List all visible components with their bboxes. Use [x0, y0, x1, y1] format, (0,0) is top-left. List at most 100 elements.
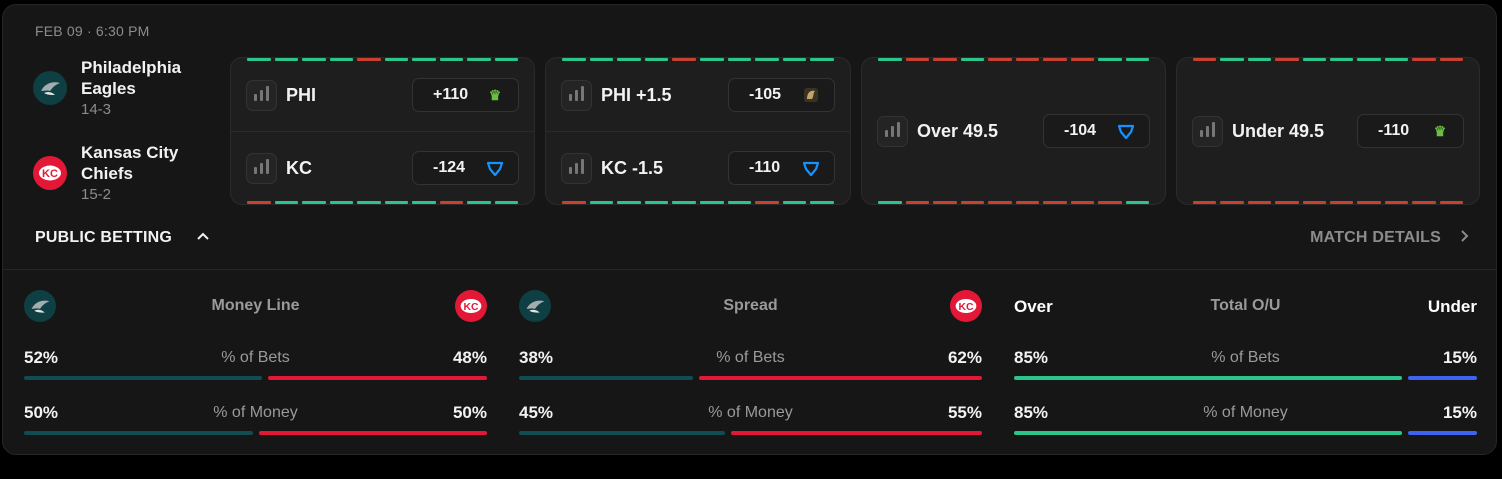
- odds-label: PHI +1.5: [601, 84, 672, 105]
- odds-price-button[interactable]: -124: [412, 151, 519, 185]
- right-percent: 50%: [452, 403, 487, 422]
- trend-bar: [1193, 58, 1464, 61]
- split-bar: [24, 431, 487, 435]
- chiefs-logo: KC: [455, 290, 487, 322]
- odds-price-button[interactable]: -110 ♛: [1357, 114, 1464, 148]
- trend-bar: [247, 58, 518, 61]
- left-percent: 52%: [24, 348, 59, 367]
- odds-price: -110: [749, 159, 781, 176]
- bar-chart-icon[interactable]: [1192, 115, 1223, 147]
- trend-bar: [1193, 201, 1464, 204]
- block-title: Money Line: [211, 297, 300, 314]
- team-name: Kansas City Chiefs: [81, 143, 179, 183]
- fanduel-icon: [802, 159, 820, 177]
- chiefs-logo: KC: [33, 156, 67, 190]
- left-percent: 85%: [1014, 348, 1049, 367]
- svg-text:KC: KC: [464, 302, 479, 313]
- odds-row[interactable]: Over 49.5 -104: [877, 114, 1150, 148]
- split-bar: [519, 376, 982, 380]
- match-details-label: MATCH DETAILS: [1310, 229, 1441, 246]
- odds-row[interactable]: Under 49.5 -110 ♛: [1192, 114, 1464, 148]
- right-percent: 15%: [1442, 348, 1477, 367]
- bar-chart-icon[interactable]: [561, 79, 592, 111]
- bar-chart-icon[interactable]: [246, 152, 277, 184]
- bar-chart-icon[interactable]: [877, 115, 908, 147]
- bets-stat: 52% % of Bets 48%: [24, 348, 487, 388]
- stat-label: % of Bets: [716, 349, 785, 366]
- trend-bar: [878, 58, 1149, 61]
- public-betting-toggle[interactable]: PUBLIC BETTING: [35, 229, 172, 247]
- fanduel-icon: [1117, 122, 1135, 140]
- fanduel-icon: [486, 159, 504, 177]
- money-stat: 85% % of Money 15%: [1014, 403, 1477, 443]
- odds-price-button[interactable]: +110 ♛: [412, 78, 519, 112]
- svg-text:KC: KC: [959, 302, 974, 313]
- chevron-right-icon[interactable]: [1458, 227, 1472, 248]
- eagles-logo: [33, 71, 67, 105]
- chiefs-logo: KC: [950, 290, 982, 322]
- odds-row[interactable]: PHI +1.5 -105: [561, 78, 835, 112]
- total-public-block: Over Total O/U Under 85% % of Bets 15% 8…: [1014, 289, 1477, 439]
- stat-label: % of Bets: [1211, 349, 1280, 366]
- trend-bar: [878, 201, 1149, 204]
- divider: [3, 269, 1496, 270]
- right-percent: 15%: [1442, 403, 1477, 422]
- odds-row[interactable]: KC -124: [246, 151, 519, 185]
- svg-text:KC: KC: [42, 168, 58, 180]
- block-title: Total O/U: [1210, 297, 1281, 314]
- team-name: Philadelphia Eagles: [81, 58, 182, 98]
- draftkings-icon: ♛: [1433, 122, 1447, 139]
- odds-label: PHI: [286, 84, 317, 105]
- odds-price: -110: [1378, 122, 1410, 139]
- moneyline-public-block: Money Line KC 52% % of Bets 48% 50% % of…: [24, 289, 487, 439]
- odds-row[interactable]: PHI +110 ♛: [246, 78, 519, 112]
- split-bar: [519, 431, 982, 435]
- split-bar: [1014, 376, 1477, 380]
- match-details-link[interactable]: MATCH DETAILS: [1310, 229, 1441, 247]
- odds-price-button[interactable]: -104: [1043, 114, 1150, 148]
- team-record: 15-2: [81, 186, 112, 203]
- betmgm-icon: [802, 86, 820, 104]
- money-stat: 50% % of Money 50%: [24, 403, 487, 443]
- bar-chart-icon[interactable]: [246, 79, 277, 111]
- eagles-logo: [519, 290, 551, 322]
- split-bar: [24, 376, 487, 380]
- stat-label: % of Money: [708, 404, 793, 421]
- over-label: Over: [1014, 297, 1053, 316]
- odds-label: Under 49.5: [1232, 120, 1325, 141]
- game-card: FEB 09 · 6:30 PM Philadelphia Eagles 14-…: [2, 4, 1497, 455]
- under-card: Under 49.5 -110 ♛: [1176, 57, 1480, 205]
- stat-label: % of Money: [213, 404, 298, 421]
- public-betting-label: PUBLIC BETTING: [35, 229, 173, 246]
- odds-price-button[interactable]: -110: [728, 151, 835, 185]
- split-bar: [1014, 431, 1477, 435]
- right-percent: 62%: [947, 348, 982, 367]
- odds-label: Over 49.5: [917, 120, 999, 141]
- divider: [546, 131, 850, 132]
- team-row-away[interactable]: KC Kansas City Chiefs 15-2: [33, 142, 201, 203]
- money-stat: 45% % of Money 55%: [519, 403, 982, 443]
- team-row-home[interactable]: Philadelphia Eagles 14-3: [33, 57, 201, 118]
- block-title: Spread: [723, 297, 778, 314]
- spread-card: PHI +1.5 -105 KC -1.5 -110: [545, 57, 851, 205]
- bar-chart-icon[interactable]: [561, 152, 592, 184]
- spread-public-block: Spread KC 38% % of Bets 62% 45% % of Mon…: [519, 289, 982, 439]
- left-percent: 50%: [24, 403, 59, 422]
- bets-stat: 85% % of Bets 15%: [1014, 348, 1477, 388]
- right-percent: 55%: [947, 403, 982, 422]
- trend-bar: [562, 201, 834, 204]
- eagles-logo: [24, 290, 56, 322]
- trend-bar: [562, 58, 834, 61]
- odds-price: -124: [433, 159, 466, 176]
- trend-bar: [247, 201, 518, 204]
- odds-row[interactable]: KC -1.5 -110: [561, 151, 835, 185]
- odds-price-button[interactable]: -105: [728, 78, 835, 112]
- odds-price: +110: [433, 86, 469, 103]
- over-card: Over 49.5 -104: [861, 57, 1166, 205]
- moneyline-card: PHI +110 ♛ KC -124: [230, 57, 535, 205]
- team-record: 14-3: [81, 101, 112, 118]
- chevron-up-icon[interactable]: [196, 227, 210, 248]
- under-label: Under: [1427, 297, 1477, 316]
- odds-price: -104: [1064, 122, 1097, 139]
- left-percent: 85%: [1014, 403, 1049, 422]
